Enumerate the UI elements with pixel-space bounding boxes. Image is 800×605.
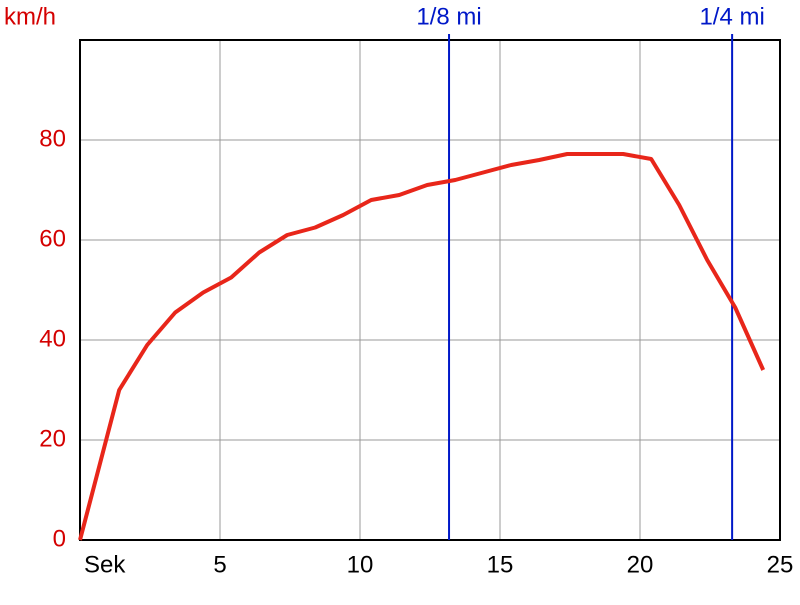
x-tick-label: 25 <box>767 551 794 578</box>
y-tick-label: 0 <box>53 525 66 552</box>
plot-frame <box>79 39 781 541</box>
y-axis-label: km/h <box>4 3 56 30</box>
marker-label: 1/4 mi <box>699 3 764 30</box>
y-tick-label: 40 <box>39 325 66 352</box>
y-tick-label: 20 <box>39 425 66 452</box>
x-tick-label: 15 <box>487 551 514 578</box>
marker-label: 1/8 mi <box>416 3 481 30</box>
y-tick-label: 60 <box>39 225 66 252</box>
y-tick-label: 80 <box>39 125 66 152</box>
x-tick-label: 5 <box>213 551 226 578</box>
x-tick-label: 20 <box>627 551 654 578</box>
x-tick-label: Sek <box>84 551 126 578</box>
data-line <box>78 152 766 541</box>
x-tick-label: 10 <box>347 551 374 578</box>
